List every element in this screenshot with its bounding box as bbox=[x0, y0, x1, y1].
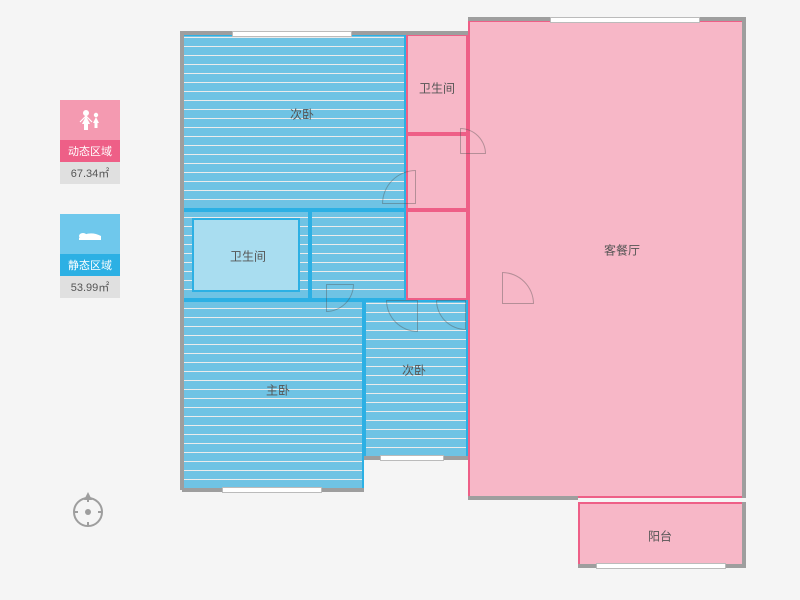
room-living-dining bbox=[468, 20, 744, 498]
wall-segment bbox=[180, 31, 184, 490]
people-icon bbox=[60, 100, 120, 140]
compass-icon bbox=[70, 490, 106, 535]
legend-label-dynamic: 动态区域 bbox=[60, 140, 120, 162]
room-label-secondary-bedroom-1: 次卧 bbox=[290, 106, 314, 123]
room-label-bathroom-2-inner: 卫生间 bbox=[230, 248, 266, 265]
room-label-secondary-bedroom-2: 次卧 bbox=[402, 362, 426, 379]
window-mark bbox=[550, 17, 700, 23]
window-mark bbox=[596, 563, 726, 569]
wall-segment bbox=[468, 496, 578, 500]
legend-label-static: 静态区域 bbox=[60, 254, 120, 276]
window-mark bbox=[222, 487, 322, 493]
legend-item-static: 静态区域 53.99㎡ bbox=[60, 214, 120, 298]
legend-value-static: 53.99㎡ bbox=[60, 276, 120, 298]
room-label-master-bedroom: 主卧 bbox=[266, 382, 290, 399]
window-mark bbox=[380, 455, 444, 461]
legend: 动态区域 67.34㎡ 静态区域 53.99㎡ bbox=[60, 100, 120, 328]
sleep-icon bbox=[60, 214, 120, 254]
legend-item-dynamic: 动态区域 67.34㎡ bbox=[60, 100, 120, 184]
window-mark bbox=[232, 31, 352, 37]
legend-value-dynamic: 67.34㎡ bbox=[60, 162, 120, 184]
room-label-balcony: 阳台 bbox=[648, 528, 672, 545]
room-hall-static bbox=[310, 210, 406, 300]
room-label-living-dining: 客餐厅 bbox=[604, 242, 640, 259]
room-label-bathroom-1: 卫生间 bbox=[419, 80, 455, 97]
wall-segment bbox=[742, 17, 746, 498]
floor-plan: 次卧卫生间客餐厅卫生间主卧次卧阳台 bbox=[182, 20, 744, 572]
room-hall-dynamic bbox=[406, 210, 468, 300]
wall-segment bbox=[742, 502, 746, 566]
